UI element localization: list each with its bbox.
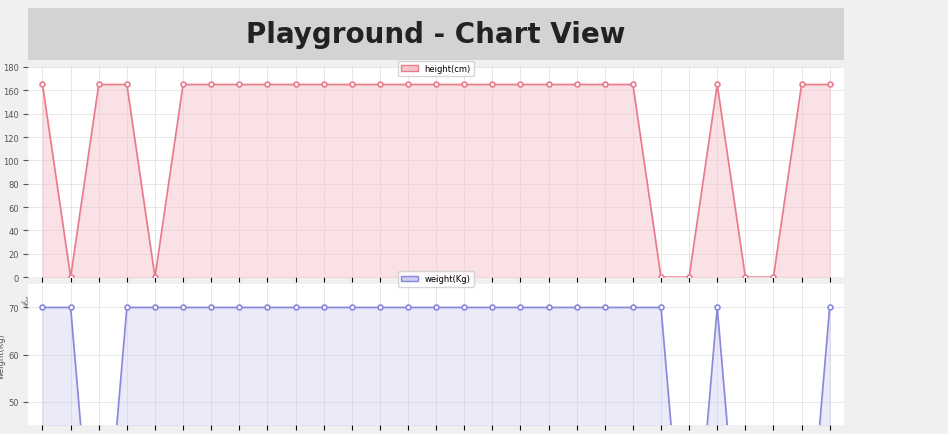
Text: Playground - Chart View: Playground - Chart View bbox=[246, 21, 626, 49]
Legend: weight(Kg): weight(Kg) bbox=[398, 271, 474, 287]
Y-axis label: weight(Kg): weight(Kg) bbox=[0, 332, 6, 378]
Legend: height(cm): height(cm) bbox=[398, 62, 474, 77]
